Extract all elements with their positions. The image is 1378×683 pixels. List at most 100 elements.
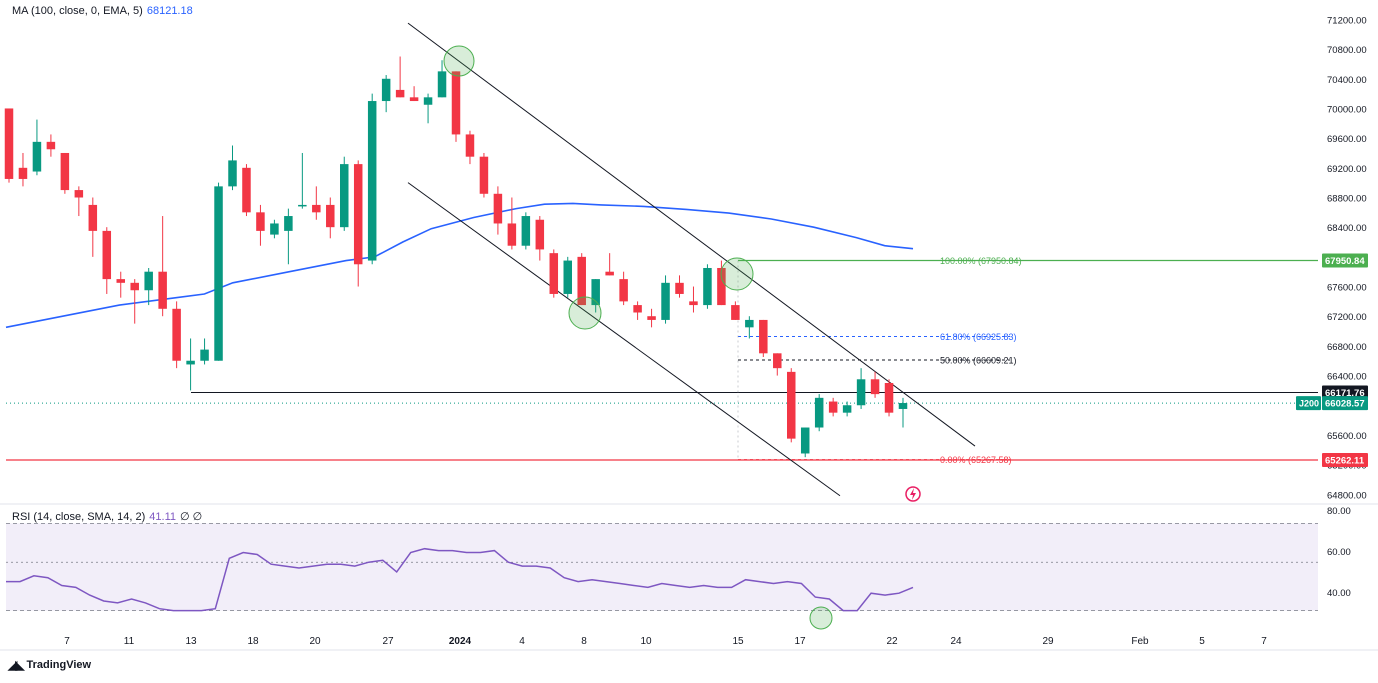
rsi-tick-label: 80.00 <box>1327 506 1351 517</box>
price-label-text: 65262.11 <box>1325 456 1365 467</box>
candle-body <box>884 382 894 413</box>
candle-body <box>74 190 84 198</box>
flash-icon-ring <box>905 486 921 502</box>
time-tick-label: 22 <box>886 636 898 647</box>
candle-body <box>326 204 335 228</box>
candle-body <box>46 141 56 150</box>
fib-level-label: 0.00% (65267.58) <box>940 455 1012 465</box>
time-tick-label: 10 <box>640 636 652 647</box>
time-tick-label: Feb <box>1131 636 1149 647</box>
rsi-indicator-name: RSI (14, close, SMA, 14, 2) <box>12 511 146 523</box>
grid <box>0 503 1378 651</box>
ma-indicator-legend[interactable]: MA (100, close, 0, EMA, 5) 68121.18 <box>12 5 193 17</box>
candle-body <box>661 282 670 320</box>
rsi-indicator-extra: ∅ ∅ <box>180 511 203 523</box>
time-tick-label: 4 <box>519 636 525 647</box>
flash-icon-bolt <box>910 488 916 500</box>
candle-body <box>451 71 461 135</box>
time-tick-label: 24 <box>950 636 962 647</box>
price-tick-label: 69600.00 <box>1327 134 1367 145</box>
time-tick-label: 20 <box>309 636 321 647</box>
price-tick-label: 64800.00 <box>1327 490 1367 501</box>
fib-level-label: 100.00% (67950.84) <box>940 256 1022 266</box>
rsi-line <box>6 547 914 612</box>
price-tag-box <box>1296 396 1321 411</box>
ma-indicator-name: MA (100, close, 0, EMA, 5) <box>12 5 143 17</box>
candle-body <box>647 316 656 320</box>
flash-icon[interactable] <box>905 486 921 502</box>
candle-body <box>200 349 209 361</box>
candle-body <box>353 164 363 265</box>
candle-body <box>395 89 405 98</box>
candle-body <box>787 371 796 439</box>
candle-body <box>32 141 42 172</box>
time-tick-label: 27 <box>382 636 394 647</box>
candle-body <box>619 279 628 302</box>
candle-body <box>731 305 740 320</box>
candle-body <box>144 271 153 291</box>
time-tick-label: 18 <box>247 636 259 647</box>
time-axis[interactable]: 7 11 13 18 20 27 2024 4 8 10 15 17 22 24 29 Feb 5 7 <box>64 636 1267 647</box>
candle-body <box>298 204 307 207</box>
price-tick-label: 65600.00 <box>1327 431 1367 442</box>
candle-body <box>479 156 489 194</box>
candle-body <box>577 256 586 306</box>
candle-body <box>465 134 475 157</box>
time-tick-label: 5 <box>1199 636 1205 647</box>
candle-body <box>88 204 98 231</box>
rsi-highlight-circle <box>809 606 833 630</box>
ma-line-layer <box>5 202 914 329</box>
price-label-box <box>1322 453 1368 468</box>
price-label-text: 66171.76 <box>1325 388 1365 399</box>
price-label-text: 67950.84 <box>1325 256 1365 267</box>
channel-lower-line <box>407 182 841 497</box>
time-tick-label: 11 <box>124 636 135 647</box>
rsi-indicator-value: 41.11 <box>149 511 176 523</box>
candle-body <box>828 401 838 413</box>
candle-body <box>549 253 559 294</box>
candle-body <box>284 216 293 231</box>
price-label-box <box>1322 253 1368 268</box>
price-tick-label: 68400.00 <box>1327 223 1367 234</box>
price-tick-label: 67600.00 <box>1327 283 1367 294</box>
candle-body <box>256 212 265 231</box>
price-tick-label: 70400.00 <box>1327 75 1367 86</box>
candle-body <box>172 308 181 361</box>
rsi-indicator-legend[interactable]: RSI (14, close, SMA, 14, 2) 41.11 ∅ ∅ <box>12 510 202 523</box>
candles-layer <box>4 56 908 458</box>
price-tag-text: J200 <box>1299 399 1319 409</box>
candle-body <box>340 164 349 228</box>
candle-body <box>60 152 70 191</box>
candle-body <box>605 271 614 276</box>
price-tick-label: 66400.00 <box>1327 372 1367 383</box>
time-tick-label: 7 <box>1261 636 1267 647</box>
candle-body <box>423 97 433 105</box>
candle-body <box>4 108 14 179</box>
candle-body <box>186 360 195 365</box>
price-tick-label: 67200.00 <box>1327 312 1367 323</box>
time-tick-label: 17 <box>794 636 806 647</box>
price-tick-label: 69200.00 <box>1327 164 1367 175</box>
candle-body <box>675 282 684 294</box>
time-tick-label: 2024 <box>449 636 472 647</box>
fib-level-label: 61.80% (66925.83) <box>940 332 1017 342</box>
candle-body <box>270 223 279 235</box>
candle-body <box>102 230 112 280</box>
time-tick-label: 13 <box>185 636 197 647</box>
time-tick-label: 15 <box>732 636 744 647</box>
candle-body <box>633 305 642 313</box>
candle-body <box>158 271 167 309</box>
candle-body <box>116 279 125 283</box>
candle-body <box>535 219 545 250</box>
price-label-text: 66028.57 <box>1325 399 1365 410</box>
price-axis[interactable]: 64800.0065200.0065600.0066000.0066400.00… <box>1296 15 1368 501</box>
candle-body <box>773 353 782 369</box>
candle-body <box>563 260 572 294</box>
candle-body <box>521 216 531 246</box>
time-tick-label: 8 <box>581 636 587 647</box>
drawing-layer: 100.00% (67950.84) 61.80% (66925.83) 50.00… <box>6 22 1318 497</box>
tradingview-logo[interactable]: ◢◣ TradingView <box>8 658 91 672</box>
candle-body <box>312 204 321 213</box>
